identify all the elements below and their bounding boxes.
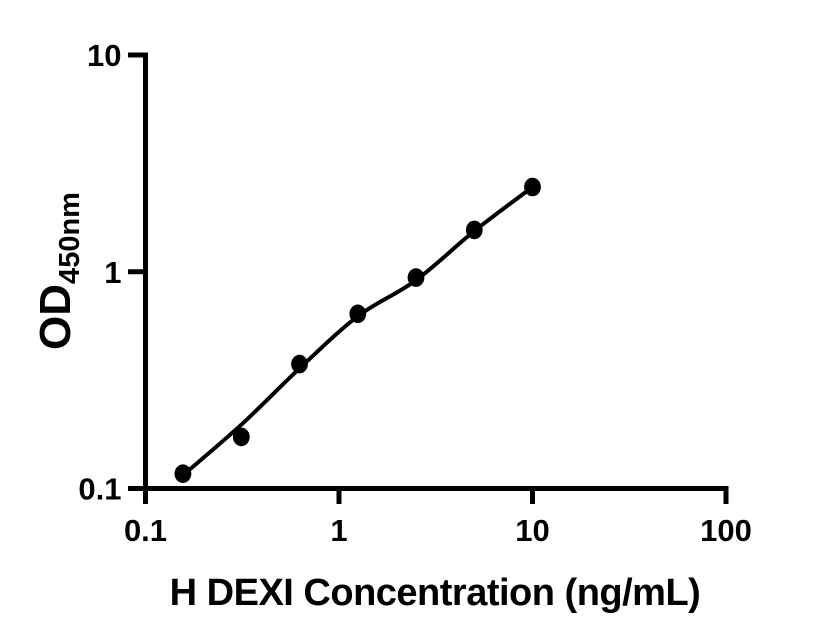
y-tick-label: 0.1 — [78, 472, 121, 507]
x-tick-label: 100 — [700, 513, 752, 548]
data-point-marker — [174, 464, 192, 484]
y-axis-title-main: OD — [31, 284, 80, 350]
y-axis-title-subscript: 450nm — [54, 192, 86, 284]
x-axis-title: H DEXI Concentration (ng/mL) — [170, 572, 701, 614]
axis-spines — [143, 52, 729, 491]
data-point-marker — [291, 354, 308, 374]
y-axis-title: OD450nm — [31, 192, 86, 350]
plot-area: 0.1 1 10 100 0.1 1 10 — [78, 38, 751, 548]
y-tick-label: 10 — [87, 38, 121, 73]
data-point-marker — [465, 220, 483, 240]
y-tick-label: 1 — [104, 255, 121, 290]
x-tick-label: 1 — [330, 513, 347, 548]
data-point-marker — [349, 304, 367, 324]
x-tick-label: 10 — [515, 513, 549, 548]
data-point-marker — [407, 268, 425, 287]
data-point-marker — [232, 427, 250, 447]
data-point-marker — [524, 177, 541, 197]
x-tick-label: 0.1 — [124, 513, 167, 548]
